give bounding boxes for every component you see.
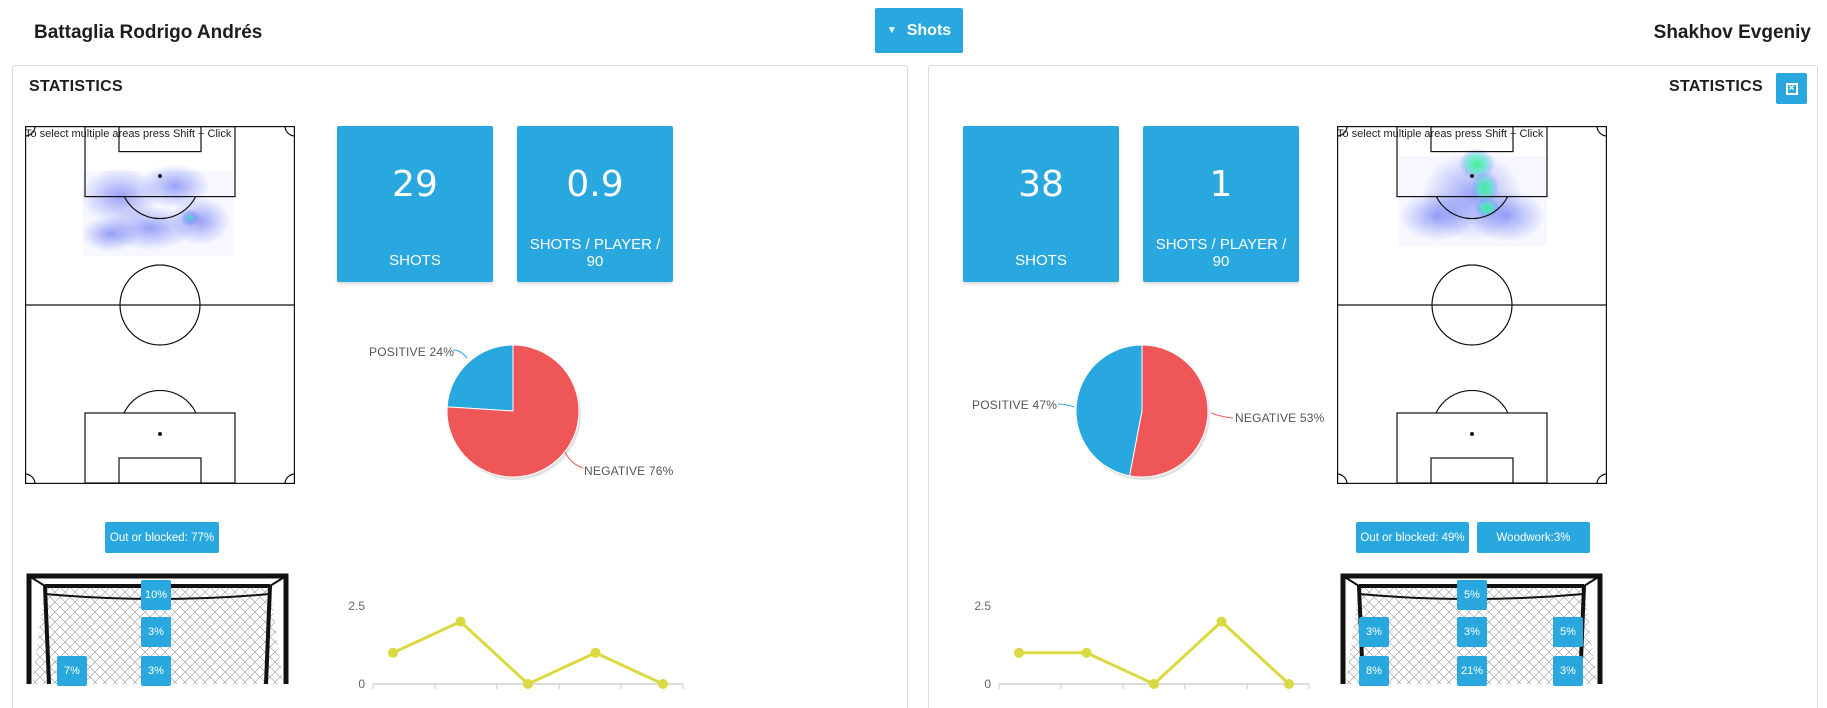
close-icon: ×	[1785, 82, 1798, 95]
goal-zone-tag: 5%	[1457, 580, 1487, 610]
goal-zone-tag: 3%	[1359, 617, 1389, 647]
goal-zone-tag: 3%	[141, 617, 171, 647]
caret-down-icon: ▼	[886, 25, 897, 36]
goal-zone-tag: 3%	[1553, 656, 1583, 686]
outcome-chip-out-or-blocked: Out or blocked: 77%	[105, 522, 219, 553]
pie-negative-label: NEGATIVE 53%	[1235, 411, 1325, 425]
shot-heatmap-pitch[interactable]: To select multiple areas press Shift + C…	[25, 126, 295, 484]
heatmap-layer	[80, 164, 233, 256]
shots-per-90-label: SHOTS / PLAYER / 90	[1155, 236, 1287, 270]
shots-per-90-label: SHOTS / PLAYER / 90	[529, 236, 661, 270]
pie-positive-label: POSITIVE 24%	[369, 345, 455, 359]
data-point[interactable]	[1216, 616, 1227, 627]
left-player-name: Battaglia Rodrigo Andrés	[34, 22, 263, 43]
data-point[interactable]	[1081, 647, 1092, 658]
shots-trend-line-chart: 2.5 0	[959, 586, 1319, 708]
data-point[interactable]	[388, 647, 398, 658]
goal-zone-tag: 7%	[57, 656, 87, 686]
goal-zone-tag: 5%	[1553, 617, 1583, 647]
shots-label: SHOTS	[1015, 252, 1067, 269]
close-panel-button[interactable]: ×	[1776, 73, 1807, 104]
shots-per-90-value: 1	[1209, 164, 1233, 205]
pitch-drawing	[1337, 126, 1607, 484]
goal-zone-tag: 10%	[141, 580, 171, 610]
series-line	[1019, 619, 1291, 686]
data-point[interactable]	[1149, 679, 1159, 689]
goal-frame: 10% 3% 7% 3%	[25, 572, 290, 687]
panel-title: STATISTICS	[1669, 78, 1763, 95]
pie-negative-label: NEGATIVE 76%	[584, 464, 674, 478]
goal-zone-tag: 8%	[1359, 656, 1389, 686]
shots-stat-box: 38 SHOTS	[963, 126, 1119, 282]
right-player-name: Shakhov Evgeniy	[1653, 22, 1811, 43]
pie-slice-positive[interactable]	[446, 344, 514, 412]
y-tick-label: 2.5	[974, 599, 991, 613]
shots-per-90-stat-box: 1 SHOTS / PLAYER / 90	[1143, 126, 1299, 282]
outcome-chip-out-or-blocked: Out or blocked: 49%	[1356, 522, 1469, 553]
pitch-selection-hint: To select multiple areas press Shift + C…	[25, 128, 232, 140]
data-point[interactable]	[658, 679, 668, 689]
data-point[interactable]	[1014, 647, 1024, 658]
shot-heatmap-pitch[interactable]: To select multiple areas press Shift + C…	[1337, 126, 1607, 484]
shots-trend-line-chart: 2.5 0	[333, 586, 693, 708]
pie-positive-leader	[1058, 403, 1075, 408]
data-point[interactable]	[455, 616, 466, 627]
outcome-chip-woodwork: Woodwork:3%	[1477, 522, 1590, 553]
goal-zone-tag: 3%	[141, 656, 171, 686]
y-tick-label: 0	[984, 677, 991, 691]
pie-slice-positive[interactable]	[1075, 344, 1143, 477]
y-tick-label: 2.5	[348, 599, 365, 613]
shots-value: 38	[1018, 164, 1064, 205]
shots-stat-box: 29 SHOTS	[337, 126, 493, 282]
pitch-selection-hint: To select multiple areas press Shift + C…	[1337, 128, 1544, 140]
goal-zone-tag: 3%	[1457, 617, 1487, 647]
shots-per-90-stat-box: 0.9 SHOTS / PLAYER / 90	[517, 126, 673, 282]
y-tick-label: 0	[358, 677, 365, 691]
pie-positive-label: POSITIVE 47%	[972, 398, 1058, 412]
pie-slice-negative[interactable]	[1129, 344, 1209, 478]
goal-zone-tag: 21%	[1457, 656, 1487, 686]
pie-positive-leader	[453, 349, 468, 359]
shots-value: 29	[392, 164, 438, 205]
goal-frame: 5% 3% 3% 5% 8% 21% 3%	[1339, 572, 1604, 687]
outcome-pie-chart	[443, 341, 583, 481]
left-statistics-panel: STATISTICS	[12, 65, 908, 708]
pie-negative-leader	[1211, 412, 1234, 419]
panel-title: STATISTICS	[29, 78, 123, 95]
right-statistics-panel: STATISTICS × 38 SHOTS 1 SHOTS / PLAYER /…	[928, 65, 1818, 708]
metric-dropdown-label: Shots	[906, 21, 952, 39]
pie-slice-negative[interactable]	[446, 344, 580, 478]
heatmap-layer	[1399, 148, 1547, 246]
pie-negative-leader	[564, 451, 584, 469]
shots-per-90-value: 0.9	[566, 164, 624, 205]
outcome-pie-chart	[1072, 341, 1212, 481]
data-point[interactable]	[590, 647, 601, 658]
data-point[interactable]	[523, 679, 533, 689]
data-point[interactable]	[1284, 679, 1294, 689]
shots-label: SHOTS	[389, 252, 441, 269]
series-line	[392, 619, 664, 686]
pitch-drawing	[25, 126, 295, 484]
metric-dropdown[interactable]: ▼ Shots	[875, 8, 963, 53]
